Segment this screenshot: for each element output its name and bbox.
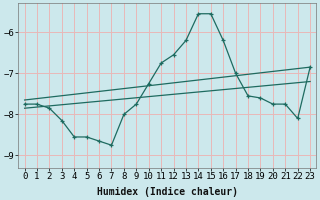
X-axis label: Humidex (Indice chaleur): Humidex (Indice chaleur) (97, 186, 238, 197)
